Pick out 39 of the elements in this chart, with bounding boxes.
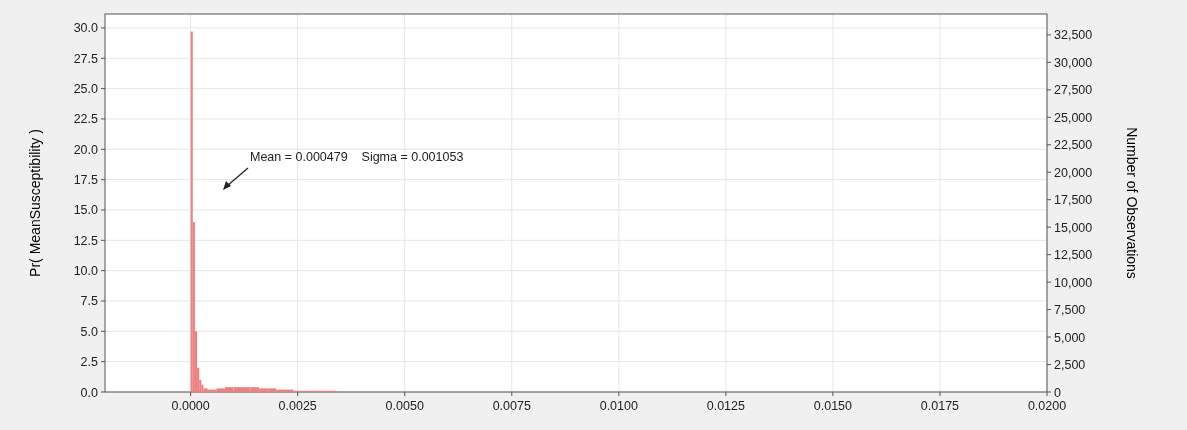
y-tick-label: 15.0 bbox=[73, 203, 99, 218]
y2-tick-label: 2,500 bbox=[1054, 358, 1086, 373]
x-tick-label: 0.0050 bbox=[385, 399, 424, 413]
y2-tick-label: 25,000 bbox=[1054, 110, 1093, 125]
annotation: Mean = 0.000479 Sigma = 0.001053 bbox=[250, 150, 464, 164]
y2-tick-label: 17,500 bbox=[1054, 193, 1093, 208]
x-tick-label: 0.0150 bbox=[813, 399, 853, 413]
y-tick-label: 10.0 bbox=[73, 264, 99, 279]
y2-tick-label: 32,500 bbox=[1054, 28, 1093, 43]
x-tick-label: 0.0000 bbox=[171, 399, 210, 413]
y2-tick-label: 5,000 bbox=[1054, 330, 1086, 345]
x-tick-label: 0.0075 bbox=[492, 399, 531, 413]
y-axis-title: Pr( MeanSusceptibility ) bbox=[27, 129, 43, 277]
y2-tick-label: 15,000 bbox=[1054, 220, 1093, 235]
x-tick-label: 0.0175 bbox=[920, 399, 960, 413]
x-tick-label: 0.0025 bbox=[278, 399, 317, 413]
y2-tick-label: 12,500 bbox=[1054, 248, 1093, 263]
y2-tick-label: 0 bbox=[1054, 385, 1061, 400]
y-tick-label: 22.5 bbox=[73, 112, 99, 127]
x-tick-label: 0.0125 bbox=[706, 399, 746, 413]
y2-tick-label: 7,500 bbox=[1054, 303, 1086, 318]
y2-tick-label: 20,000 bbox=[1054, 165, 1093, 180]
x-tick-label: 0.0100 bbox=[599, 399, 638, 413]
y2-tick-label: 27,500 bbox=[1054, 83, 1093, 98]
y-tick-label: 25.0 bbox=[73, 82, 99, 97]
y-tick-label: 5.0 bbox=[80, 324, 99, 339]
y-tick-label: 20.0 bbox=[73, 142, 99, 157]
y2-tick-label: 22,500 bbox=[1054, 138, 1093, 153]
y-tick-label: 12.5 bbox=[73, 233, 99, 248]
y-tick-label: 17.5 bbox=[73, 173, 99, 188]
y-tick-label: 30.0 bbox=[73, 21, 99, 36]
y2-tick-label: 10,000 bbox=[1054, 275, 1093, 290]
y-tick-label: 7.5 bbox=[80, 294, 99, 309]
y2-axis-title: Number of Observations bbox=[1124, 127, 1140, 279]
y-tick-label: 0.0 bbox=[80, 385, 99, 400]
x-tick-label: 0.0200 bbox=[1027, 399, 1067, 413]
y-tick-label: 2.5 bbox=[80, 355, 99, 370]
y2-tick-label: 30,000 bbox=[1054, 55, 1093, 70]
y-tick-label: 27.5 bbox=[73, 51, 99, 66]
